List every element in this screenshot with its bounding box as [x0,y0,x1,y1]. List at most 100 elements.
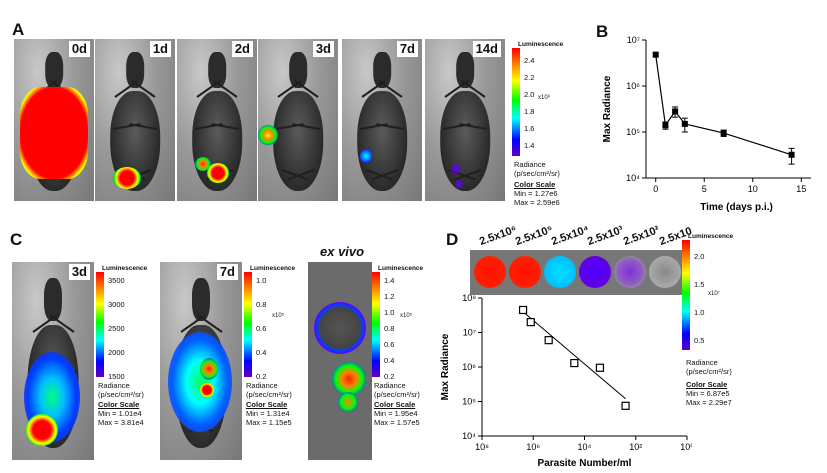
colorbar-radiance: Radiance [98,381,130,390]
colorbar-min: Min = 1.01e4 [98,409,142,418]
colorbar-radiance: Radiance [514,160,546,169]
colorbar-max: Max = 1.15e5 [246,418,292,427]
colorbar-tick: 2000 [108,348,125,357]
colorbar-max: Max = 1.57e5 [374,418,420,427]
colorbar-min: Min = 6.87e5 [686,389,730,398]
day-label: 14d [472,41,501,57]
insect-head [373,51,391,88]
panel-a-colorbar: Luminescence 2.4 2.2 2.0 1.8 1.6 1.4 x10⁶ Rad… [512,40,592,190]
well-label: 2.5x10⁶ [477,223,519,248]
colorbar-min: Min = 1.95e4 [374,409,418,418]
colorbar-tick: 0.4 [256,348,267,357]
colorbar-tick: 1.5 [694,280,705,289]
y-tick-label: 10⁸ [462,293,476,303]
day-label: 1d [149,41,171,57]
colorbar-tick: 0.8 [256,300,267,309]
well-label: 2.5x10² [621,223,662,248]
day-label: 0d [68,41,90,57]
panel-c-colorbar-3: Luminescence 1.4 1.2 1.0 0.8 0.6 0.4 0.2 x10⁵ Rad… [372,264,434,444]
panel-a-photo-14d: 14d [425,39,505,201]
colorbar-gradient [96,272,104,377]
data-point [681,120,688,127]
bioluminescence-signal [338,392,358,412]
bioluminescence-signal [258,125,278,145]
bioluminescence-signal [314,302,366,354]
insect-head [289,51,307,88]
x-tick-label: 15 [796,184,806,194]
colorbar-tick: 1.8 [524,107,535,116]
panel-c-photo-1: 3d [12,262,94,460]
day-label: 7d [396,41,418,57]
well-1 [474,256,506,288]
colorbar-gradient [372,272,380,377]
colorbar-tick: 0.2 [384,372,395,381]
x-tick-label: 10² [629,442,642,452]
insect-head [456,51,474,88]
panel-a-photo-1d: 1d [95,39,175,201]
well-2 [509,256,541,288]
colorbar-tick: 0.2 [256,372,267,381]
well-label: 2.5x10⁵ [513,223,555,248]
colorbar-scale-label: Color Scale [686,380,728,389]
x-axis-label: Parasite Number/ml [538,458,632,469]
colorbar-tick: 1500 [108,372,125,381]
panel-a-photo-2d: 2d [177,39,257,201]
panel-d-letter: D [446,230,459,249]
fit-line [522,311,626,400]
panel-c-letter: C [10,230,23,249]
colorbar-tick: 0.5 [694,336,705,345]
colorbar-units: (p/sec/cm²/sr) [246,390,292,399]
colorbar-max: Max = 2.59e6 [514,198,560,207]
colorbar-tick: 1.4 [524,141,535,150]
insect-head [191,277,211,322]
colorbar-tick: 1.0 [694,308,705,317]
colorbar-tick: 1.2 [384,292,395,301]
bioluminescence-signal [207,163,229,183]
colorbar-tick: 1.4 [384,276,395,285]
colorbar-scale-label: Color Scale [246,400,288,409]
colorbar-scale-label: Color Scale [374,400,416,409]
colorbar-tick: 2.2 [524,73,535,82]
x-tick-label: 10⁶ [526,442,540,452]
colorbar-scale-label: Color Scale [98,400,140,409]
bioluminescence-signal [26,414,58,446]
colorbar-units: (p/sec/cm²/sr) [686,367,732,376]
bioluminescence-signal [113,167,141,189]
colorbar-max: Max = 2.29e7 [686,398,732,407]
well-label: 2.5x10³ [585,223,626,248]
colorbar-title: Luminescence [102,265,148,272]
bioluminescence-signal [168,332,232,432]
colorbar-tick: 0.8 [384,324,395,333]
colorbar-title: Luminescence [250,265,296,272]
x-tick-label: 10⁸ [475,442,489,452]
data-point [621,401,630,410]
colorbar-tick: 2500 [108,324,125,333]
colorbar-max: Max = 3.81e4 [98,418,144,427]
well-label: 2.5x10⁴ [549,223,591,248]
bioluminescence-signal [360,149,372,163]
panel-c-colorbar-1: Luminescence 3500 3000 2500 2000 1500 Radiance… [96,264,158,444]
data-point [526,318,535,327]
data-point [652,51,659,58]
x-tick-label: 10⁴ [578,442,592,452]
y-axis-label: Max Radiance [602,75,613,142]
y-tick-label: 10⁵ [462,397,476,407]
day-label: 7d [216,264,238,280]
colorbar-gradient [512,48,520,156]
colorbar-tick: 1.0 [384,308,395,317]
panel-d-colorbar: Luminescence 2.0 1.5 1.0 0.5 x10⁷ Radiance … [682,232,762,376]
data-point [672,108,679,115]
colorbar-tick: 1.0 [256,276,267,285]
data-point [720,130,727,137]
colorbar-tick: 3000 [108,300,125,309]
insect-head [45,51,63,88]
well-3 [544,256,576,288]
panel-c-photo-2: 7d [160,262,242,460]
y-tick-label: 10⁷ [463,328,476,338]
data-point [788,151,795,158]
x-tick-label: 0 [653,184,658,194]
colorbar-exponent: x10⁵ [272,313,285,319]
panel-b-chart: 10⁴ 10⁵ 10⁶ 10⁷ 0 5 10 15 Time (days p.i.) Max Ra… [602,35,811,213]
data-point [595,363,605,372]
day-label: 2d [231,41,253,57]
